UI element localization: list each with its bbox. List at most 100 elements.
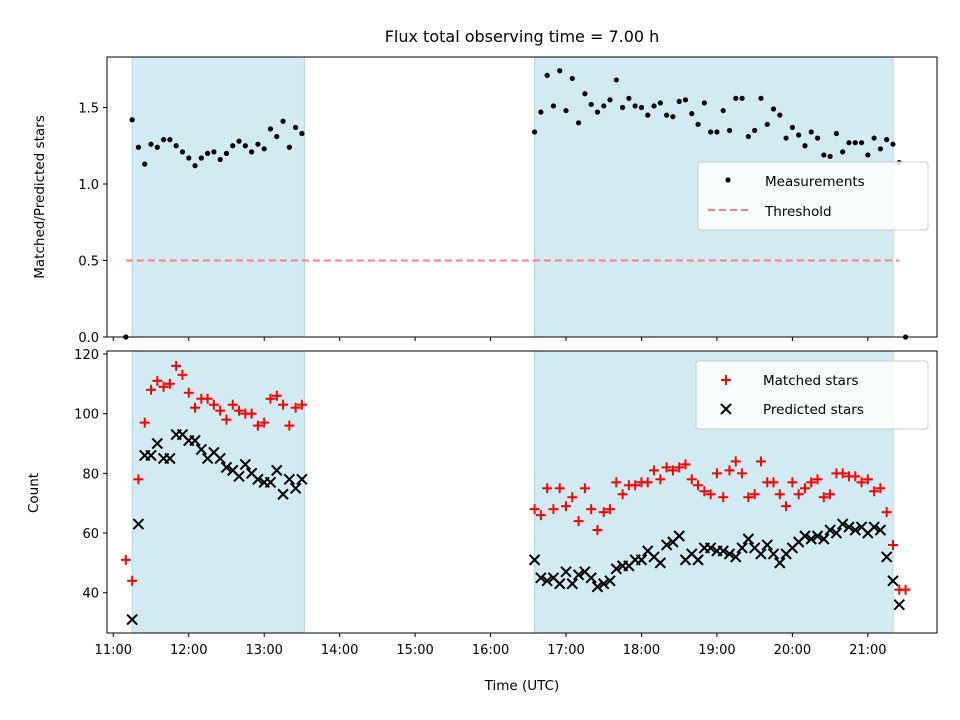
measurement-point (557, 68, 563, 74)
measurement-point (802, 143, 808, 149)
measurement-point (884, 137, 890, 143)
x-stroke (874, 524, 887, 536)
measurement-point (148, 141, 154, 147)
predicted-star-point (704, 542, 717, 554)
top-y-tick-label: 0.0 (78, 331, 99, 346)
matched-star-point (881, 507, 892, 518)
matched-star-point (649, 465, 660, 476)
matched-star-point (875, 483, 886, 494)
bottom-panel: 11:00 12:00 13:00 14:00 15:00 16:00 17:00 18:00… (26, 348, 938, 694)
x-tick-label: 11:00 (95, 643, 132, 658)
x-stroke (145, 449, 157, 462)
measurement-point (230, 143, 236, 149)
x-tick-label: 16:00 (472, 643, 509, 658)
x-stroke (220, 461, 233, 474)
x-stroke (547, 572, 560, 584)
matched-star-point (787, 477, 798, 488)
predicted-star-point (767, 548, 780, 560)
x-stroke (585, 572, 597, 584)
predicted-star-point (132, 518, 145, 530)
matched-star-point (611, 477, 622, 488)
matched-star-point (215, 405, 226, 416)
predicted-star-point (742, 533, 755, 545)
matched-star-point (127, 575, 138, 586)
x-stroke (610, 563, 623, 575)
measurement-point (708, 129, 714, 135)
predicted-star-point (811, 530, 824, 542)
x-stroke (805, 533, 817, 545)
measurement-point (274, 133, 280, 140)
x-stroke (283, 473, 296, 486)
matched-star-point (246, 408, 257, 419)
x-stroke (774, 557, 786, 569)
measurement-point (645, 112, 651, 118)
predicted-star-point (874, 524, 887, 536)
matched-star-point (120, 554, 131, 565)
measurement-point (179, 149, 186, 155)
x-stroke (233, 470, 245, 483)
matched-star-point (686, 474, 697, 485)
x-stroke (720, 403, 732, 415)
x-tick-label: 20:00 (774, 643, 811, 658)
measurement-point (192, 163, 198, 169)
predicted-star-point (723, 548, 736, 560)
measurement-point (186, 155, 192, 161)
x-stroke (289, 482, 302, 494)
predicted-star-point (736, 542, 748, 554)
measurement-point (569, 75, 575, 82)
x-stroke (849, 524, 861, 536)
top-axes-frame (106, 56, 938, 338)
x-stroke (566, 578, 579, 590)
bottom-legend-box (695, 360, 929, 430)
measurement-point (827, 153, 833, 160)
x-stroke (692, 554, 704, 566)
predicted-star-point (195, 443, 208, 456)
predicted-star-point (541, 575, 553, 587)
predicted-star-point (233, 470, 245, 483)
measurement-point (840, 149, 846, 155)
matched-star-point (806, 477, 817, 488)
x-tick-label: 12:00 (170, 643, 207, 658)
x-stroke (245, 467, 258, 480)
measurement-point (720, 107, 726, 114)
matched-star-point (887, 539, 898, 550)
measurement-point (582, 91, 588, 97)
matched-star-point (699, 486, 710, 497)
matched-star-point (529, 504, 540, 515)
x-stroke (227, 464, 239, 477)
matched-star-point (542, 483, 553, 494)
predicted-star-point (755, 548, 767, 560)
x-stroke (799, 530, 811, 542)
x-stroke (528, 554, 541, 566)
x-stroke (660, 539, 673, 551)
x-stroke (717, 545, 729, 557)
matched-star-point (158, 381, 169, 392)
predicted-star-point (805, 533, 817, 545)
measurement-point (846, 140, 852, 146)
matched-star-point (296, 399, 307, 410)
legend-measurement-marker (725, 177, 731, 183)
predicted-star-point (220, 461, 233, 474)
x-stroke (811, 530, 824, 542)
matched-star-point (146, 384, 157, 395)
matched-star-point (561, 501, 572, 512)
x-stroke (887, 575, 899, 587)
predicted-star-point (720, 403, 732, 415)
predicted-star-point (145, 449, 157, 462)
predicted-star-point (277, 488, 289, 500)
predicted-star-point (296, 473, 308, 486)
measurement-point (173, 143, 179, 149)
measurement-point (198, 155, 204, 161)
measurement-point (695, 121, 701, 127)
measurement-point (852, 140, 858, 146)
x-tick-label: 19:00 (698, 643, 735, 658)
matched-star-point (567, 492, 578, 503)
predicted-star-point (535, 572, 547, 584)
x-stroke (214, 452, 226, 465)
matched-star-point (592, 525, 603, 536)
legend-matched-label: Matched stars (763, 373, 859, 389)
matched-star-point (278, 399, 289, 410)
matched-star-point (548, 504, 559, 515)
x-stroke (195, 443, 208, 456)
measurement-point (752, 127, 758, 134)
